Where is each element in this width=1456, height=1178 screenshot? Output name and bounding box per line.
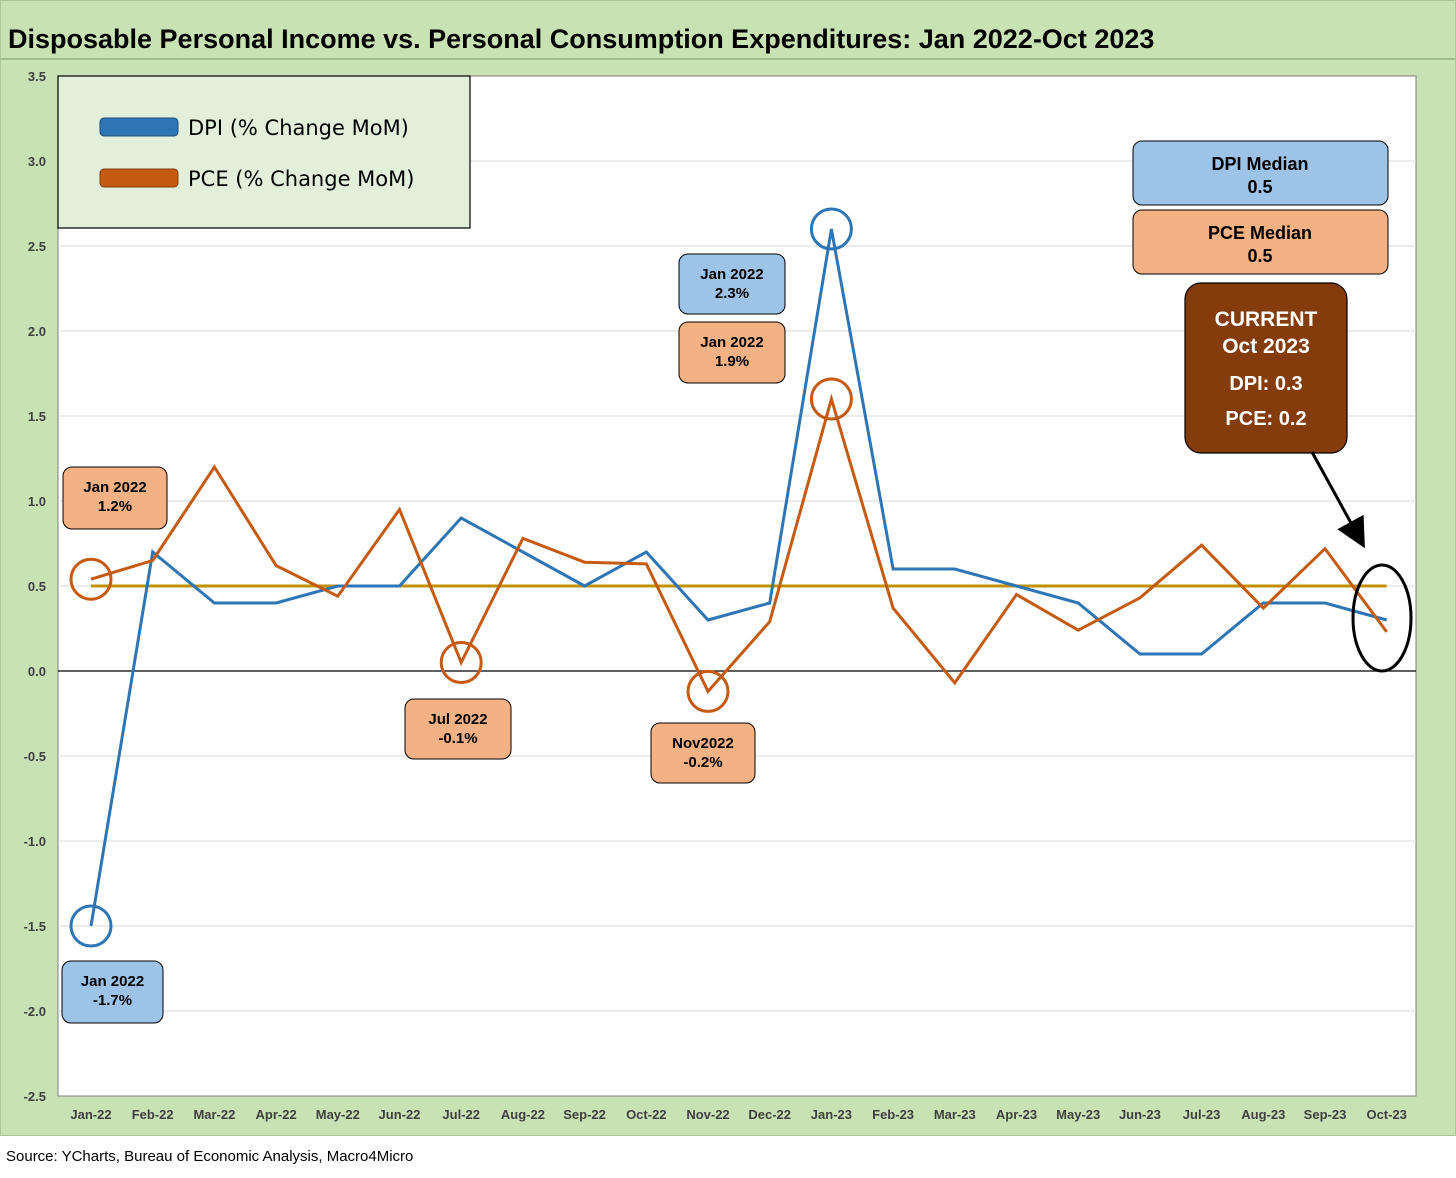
pce-median-value: 0.5 — [1247, 246, 1272, 266]
y-tick-label: 0.0 — [28, 664, 46, 679]
annotation-text: 1.9% — [715, 353, 749, 370]
x-tick-label: Jul-22 — [442, 1107, 480, 1122]
legend-label-dpi: DPI (% Change MoM) — [188, 116, 409, 140]
dpi-median-value: 0.5 — [1247, 177, 1272, 197]
annotation-dpi-jan23: Jan 2022 2.3% — [678, 253, 786, 315]
highlight-circle — [69, 557, 113, 601]
x-tick-label: Jan-22 — [70, 1107, 111, 1122]
highlight-circle — [686, 669, 730, 713]
annotation-text: Jan 2022 — [81, 973, 144, 990]
annotation-pce-nov22: Nov2022 -0.2% — [650, 722, 756, 784]
dpi-median-label: DPI Median — [1211, 154, 1308, 174]
source-note: Source: YCharts, Bureau of Economic Anal… — [6, 1148, 414, 1165]
y-tick-label: -2.0 — [24, 1004, 46, 1019]
x-tick-label: Jan-23 — [811, 1107, 852, 1122]
current-highlight-ellipse — [1351, 563, 1413, 673]
x-tick-label: Jul-23 — [1183, 1107, 1221, 1122]
annotation-text: -1.7% — [93, 992, 132, 1009]
annotation-text: -0.2% — [683, 754, 722, 771]
chart-title: Disposable Personal Income vs. Personal … — [8, 24, 1155, 54]
dpi-median-box: DPI Median 0.5 — [1132, 140, 1389, 206]
annotation-text: 1.2% — [98, 498, 132, 515]
annotation-text: Jan 2022 — [83, 479, 146, 496]
x-tick-label: Sep-23 — [1304, 1107, 1347, 1122]
y-tick-label: -1.5 — [24, 919, 46, 934]
title-divider — [0, 58, 1456, 60]
annotation-text: Jan 2022 — [700, 266, 763, 283]
line-chart: 3.5 3.0 2.5 2.0 1.5 1.0 0.5 0.0 -0.5 -1.0 -1.5 -2.0… — [24, 69, 1417, 1122]
legend: DPI (% Change MoM) PCE (% Change MoM) — [57, 75, 471, 229]
current-heading: CURRENT — [1215, 308, 1318, 331]
x-tick-label: May-22 — [316, 1107, 360, 1122]
annotation-text: 2.3% — [715, 285, 749, 302]
x-tick-label: Oct-22 — [626, 1107, 666, 1122]
x-tick-label: Aug-22 — [501, 1107, 545, 1122]
x-tick-label: Apr-23 — [996, 1107, 1037, 1122]
annotation-dpi-jan22-low: Jan 2022 -1.7% — [61, 960, 164, 1024]
y-tick-label: 2.5 — [28, 239, 46, 254]
pce-median-box: PCE Median 0.5 — [1132, 209, 1389, 275]
y-tick-label: 1.5 — [28, 409, 46, 424]
current-date: Oct 2023 — [1222, 335, 1310, 358]
annotation-text: Jan 2022 — [700, 334, 763, 351]
current-pce: PCE: 0.2 — [1225, 408, 1306, 430]
x-tick-label: Dec-22 — [748, 1107, 791, 1122]
x-tick-label: Sep-22 — [563, 1107, 606, 1122]
y-tick-label: 3.0 — [28, 154, 46, 169]
x-tick-label: May-23 — [1056, 1107, 1100, 1122]
x-tick-label: Feb-23 — [872, 1107, 914, 1122]
current-box: CURRENT Oct 2023 DPI: 0.3 PCE: 0.2 — [1184, 282, 1348, 454]
x-tick-label: Mar-22 — [193, 1107, 235, 1122]
legend-swatch-pce — [99, 168, 179, 188]
annotation-pce-jul22: Jul 2022 -0.1% — [404, 698, 512, 760]
highlight-circle — [439, 641, 483, 684]
x-tick-label: Apr-22 — [256, 1107, 297, 1122]
annotation-pce-jan22: Jan 2022 1.2% — [62, 466, 168, 530]
series-line-dpi — [89, 228, 1388, 927]
annotation-text: Nov2022 — [672, 735, 734, 752]
y-tick-label: -2.5 — [24, 1089, 46, 1104]
current-arrow — [1310, 451, 1365, 549]
annotation-pce-jan23: Jan 2022 1.9% — [678, 321, 786, 384]
y-tick-label: -0.5 — [24, 749, 46, 764]
x-tick-label: Oct-23 — [1366, 1107, 1406, 1122]
y-tick-label: 1.0 — [28, 494, 46, 509]
x-tick-label: Mar-23 — [934, 1107, 976, 1122]
x-tick-label: Feb-22 — [132, 1107, 174, 1122]
current-dpi: DPI: 0.3 — [1229, 373, 1302, 395]
highlight-circle — [809, 377, 853, 421]
x-tick-label: Jun-23 — [1119, 1107, 1161, 1122]
legend-label-pce: PCE (% Change MoM) — [188, 167, 414, 191]
y-tick-label: 2.0 — [28, 324, 46, 339]
y-tick-label: 0.5 — [28, 579, 46, 594]
x-tick-label: Aug-23 — [1241, 1107, 1285, 1122]
legend-box — [57, 75, 471, 229]
highlight-circle — [809, 207, 853, 251]
x-tick-label: Jun-22 — [379, 1107, 421, 1122]
annotation-text: Jul 2022 — [428, 711, 487, 728]
pce-median-label: PCE Median — [1208, 223, 1312, 243]
y-tick-label: 3.5 — [28, 69, 46, 84]
y-tick-label: -1.0 — [24, 834, 46, 849]
highlight-circle — [69, 904, 113, 948]
annotation-text: -0.1% — [438, 730, 477, 747]
x-tick-label: Nov-22 — [686, 1107, 729, 1122]
series-line-pce — [90, 393, 1388, 695]
legend-swatch-dpi — [99, 117, 179, 137]
